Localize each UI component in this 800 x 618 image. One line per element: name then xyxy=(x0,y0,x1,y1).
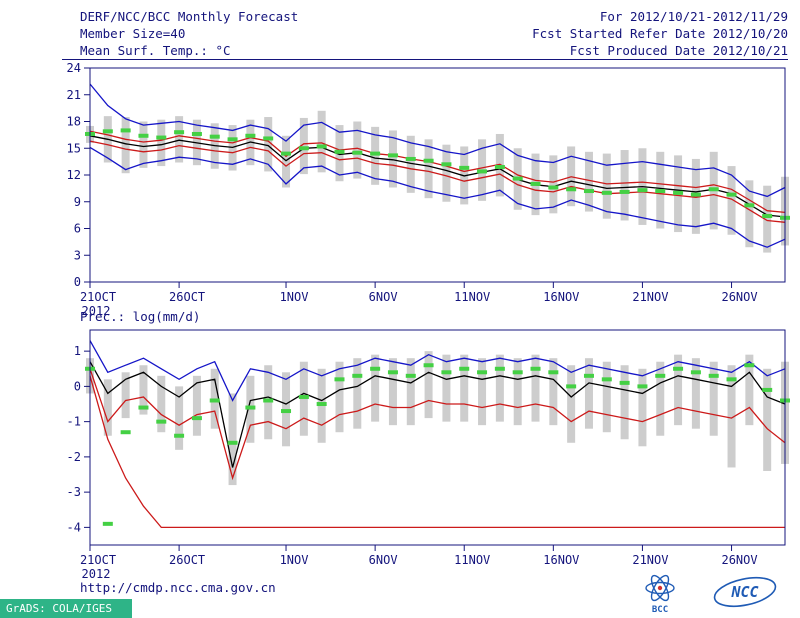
bcc-logo-dot xyxy=(657,585,663,591)
svg-text:26OCT: 26OCT xyxy=(169,553,205,567)
svg-text:1: 1 xyxy=(74,344,81,358)
svg-text:2012: 2012 xyxy=(82,567,111,578)
svg-text:-3: -3 xyxy=(67,485,81,499)
svg-text:26NOV: 26NOV xyxy=(721,553,757,567)
svg-text:16NOV: 16NOV xyxy=(543,553,579,567)
svg-text:6NOV: 6NOV xyxy=(369,290,398,304)
svg-text:21OCT: 21OCT xyxy=(80,553,116,567)
svg-text:1NOV: 1NOV xyxy=(280,553,309,567)
precip-panel-title: Prec.: log(mm/d) xyxy=(80,309,201,324)
source-url: http://cmdp.ncc.cma.gov.cn xyxy=(80,580,276,595)
logos: BCC NCC xyxy=(645,574,777,615)
svg-text:3: 3 xyxy=(74,248,81,262)
member-size-label: Member Size=40 xyxy=(80,26,186,41)
svg-text:6NOV: 6NOV xyxy=(369,553,398,567)
svg-text:0: 0 xyxy=(74,379,81,393)
grads-watermark: GrADS: COLA/IGES xyxy=(0,599,132,618)
svg-text:26NOV: 26NOV xyxy=(721,290,757,304)
svg-text:-4: -4 xyxy=(67,520,81,534)
svg-text:21OCT: 21OCT xyxy=(80,290,116,304)
svg-text:16NOV: 16NOV xyxy=(543,290,579,304)
page-title: DERF/NCC/BCC Monthly Forecast xyxy=(80,9,299,24)
svg-text:1NOV: 1NOV xyxy=(280,290,309,304)
svg-text:-1: -1 xyxy=(67,415,81,429)
svg-text:11NOV: 11NOV xyxy=(454,290,490,304)
svg-text:18: 18 xyxy=(67,115,81,129)
ncc-logo: NCC xyxy=(713,576,777,608)
svg-text:21NOV: 21NOV xyxy=(632,553,668,567)
temp-panel-title: Mean Surf. Temp.: °C xyxy=(80,43,231,58)
header-divider xyxy=(62,59,788,60)
svg-text:2012: 2012 xyxy=(82,304,111,318)
bcc-logo: BCC xyxy=(645,574,675,615)
svg-text:21NOV: 21NOV xyxy=(632,290,668,304)
svg-text:0: 0 xyxy=(74,275,81,289)
svg-text:21: 21 xyxy=(67,88,81,102)
svg-text:11NOV: 11NOV xyxy=(454,553,490,567)
svg-text:15: 15 xyxy=(67,141,81,155)
svg-text:26OCT: 26OCT xyxy=(169,290,205,304)
svg-text:12: 12 xyxy=(67,168,81,182)
svg-text:24: 24 xyxy=(67,61,81,75)
svg-text:6: 6 xyxy=(74,222,81,236)
svg-text:9: 9 xyxy=(74,195,81,209)
bcc-logo-label: BCC xyxy=(652,605,668,615)
svg-text:-2: -2 xyxy=(67,450,81,464)
produced-date-label: Fcst Produced Date 2012/10/21 xyxy=(569,43,788,58)
forecast-range-label: For 2012/10/21-2012/11/29 xyxy=(599,9,788,24)
ncc-logo-label: NCC xyxy=(730,583,758,601)
refer-date-label: Fcst Started Refer Date 2012/10/20 xyxy=(532,26,788,41)
